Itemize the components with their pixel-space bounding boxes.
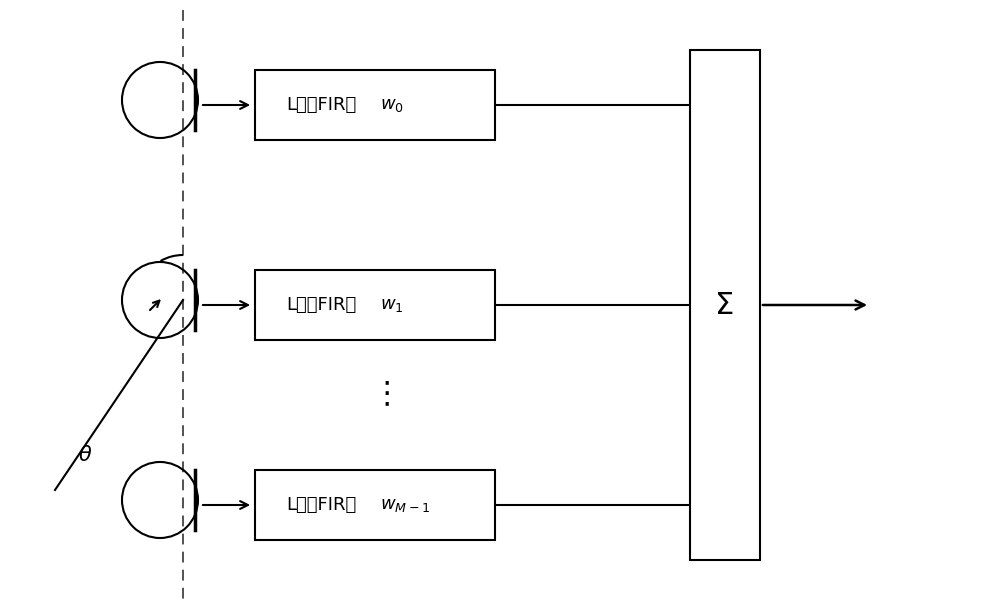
Text: $\boldsymbol{w_{M-1}}$: $\boldsymbol{w_{M-1}}$ xyxy=(380,496,430,514)
Text: $\theta$: $\theta$ xyxy=(78,445,92,465)
Bar xyxy=(255,70,495,140)
Text: $\vdots$: $\vdots$ xyxy=(371,381,389,409)
Text: Σ: Σ xyxy=(715,290,735,320)
Bar xyxy=(690,50,760,560)
Bar xyxy=(255,470,495,540)
Text: L抄头FIR，: L抄头FIR， xyxy=(287,496,357,514)
Text: $\boldsymbol{w_1}$: $\boldsymbol{w_1}$ xyxy=(380,296,404,314)
Text: $\boldsymbol{w_0}$: $\boldsymbol{w_0}$ xyxy=(380,96,404,114)
Text: L抄头FIR，: L抄头FIR， xyxy=(287,96,357,114)
Bar xyxy=(255,270,495,340)
Text: L抄头FIR，: L抄头FIR， xyxy=(287,296,357,314)
